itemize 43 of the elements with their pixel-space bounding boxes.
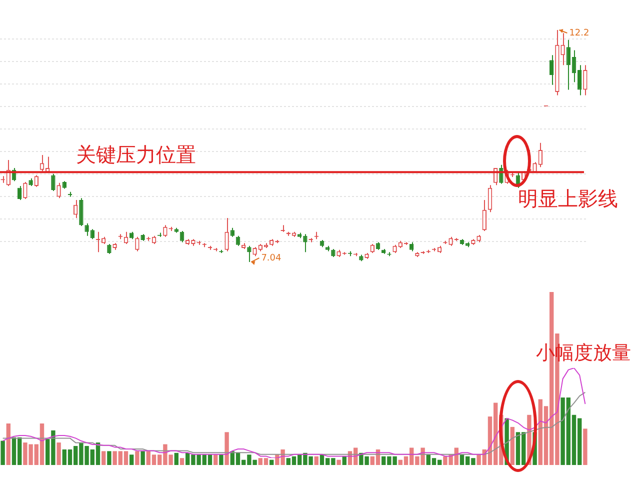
bar bbox=[510, 426, 514, 465]
candlestick bbox=[34, 174, 38, 188]
bar bbox=[583, 428, 588, 465]
candlestick bbox=[84, 222, 89, 236]
bar bbox=[270, 460, 274, 465]
bar bbox=[342, 456, 346, 465]
bar bbox=[214, 454, 218, 465]
candlestick bbox=[224, 217, 229, 252]
candlestick bbox=[135, 236, 140, 252]
ref-line-label: 关键压力位置 bbox=[76, 142, 196, 166]
candlestick bbox=[51, 173, 56, 192]
annotation: 明显上影线 bbox=[518, 186, 618, 210]
candlestick bbox=[163, 224, 168, 238]
candlestick bbox=[583, 64, 588, 96]
bar bbox=[130, 454, 134, 465]
candlestick bbox=[79, 198, 84, 227]
candlestick bbox=[303, 234, 308, 253]
candlestick bbox=[538, 142, 542, 168]
candlestick bbox=[74, 199, 78, 218]
candlestick bbox=[560, 32, 565, 66]
candlestick bbox=[247, 245, 252, 262]
annotation: 7.04 bbox=[261, 253, 282, 264]
candlestick bbox=[550, 54, 554, 86]
bar bbox=[314, 456, 318, 465]
bar bbox=[6, 423, 10, 465]
candlestick bbox=[482, 199, 486, 232]
bar bbox=[140, 451, 145, 465]
bar bbox=[180, 458, 184, 465]
bar bbox=[135, 451, 140, 465]
bar bbox=[224, 432, 229, 465]
annotation: 12.2 bbox=[569, 28, 590, 38]
bar bbox=[56, 442, 61, 465]
candlestick bbox=[107, 244, 112, 254]
bar bbox=[0, 440, 5, 465]
candlestick bbox=[488, 184, 492, 213]
candlestick bbox=[180, 230, 184, 243]
candlestick bbox=[23, 181, 28, 200]
bar bbox=[107, 451, 112, 465]
bar bbox=[219, 454, 224, 465]
bar bbox=[336, 460, 341, 465]
bar bbox=[102, 451, 106, 465]
bar bbox=[174, 452, 178, 465]
candlestick bbox=[56, 182, 61, 199]
